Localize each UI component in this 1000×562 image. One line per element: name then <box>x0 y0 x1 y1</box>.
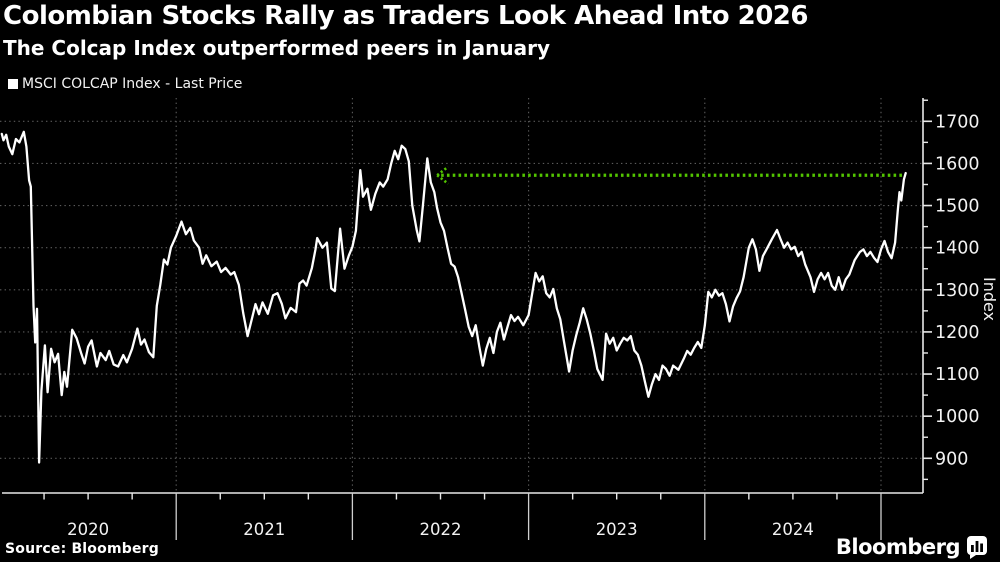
y-tick-label: 1600 <box>935 154 980 174</box>
bloomberg-logo: Bloomberg <box>836 535 988 559</box>
y-tick-label: 1300 <box>935 281 980 301</box>
x-year-label: 2020 <box>67 520 109 539</box>
y-tick-label: 1400 <box>935 239 980 259</box>
y-tick-label: 900 <box>935 449 968 469</box>
price-line-series <box>0 130 907 464</box>
legend-swatch-icon <box>8 79 18 89</box>
y-tick-label: 1700 <box>935 112 980 132</box>
y-tick-label: 1500 <box>935 197 980 217</box>
x-year-label: 2024 <box>772 520 814 539</box>
bloomberg-terminal-icon <box>967 536 987 559</box>
source-attribution: Source: Bloomberg <box>5 541 159 557</box>
y-tick-label: 1100 <box>935 365 980 385</box>
x-year-label: 2021 <box>243 520 285 539</box>
y-axis-title: Index <box>980 277 999 321</box>
page-subtitle: The Colcap Index outperformed peers in J… <box>3 36 551 60</box>
page-title: Colombian Stocks Rally as Traders Look A… <box>3 1 809 31</box>
legend: MSCI COLCAP Index - Last Price <box>8 76 242 92</box>
x-year-label: 2023 <box>596 520 638 539</box>
y-tick-label: 1200 <box>935 323 980 343</box>
bloomberg-wordmark: Bloomberg <box>835 535 961 559</box>
x-year-label: 2022 <box>420 520 462 539</box>
y-tick-label: 1000 <box>935 407 980 427</box>
legend-label: MSCI COLCAP Index - Last Price <box>22 76 243 92</box>
